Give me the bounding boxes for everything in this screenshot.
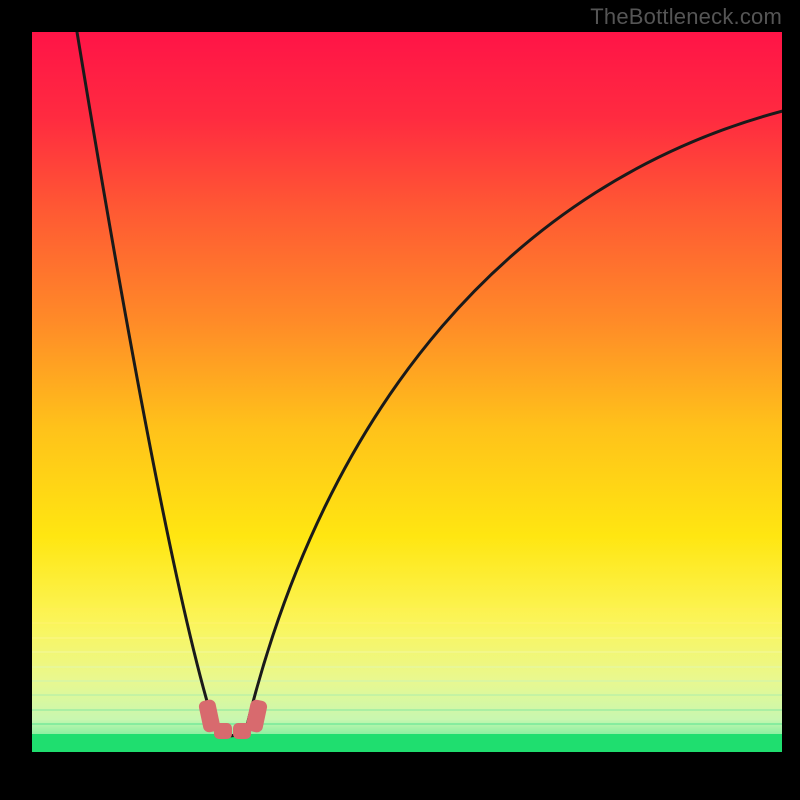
trough-marker [214, 723, 232, 739]
trough-marker [245, 699, 268, 734]
plot-area [32, 32, 782, 752]
watermark-text: TheBottleneck.com [590, 4, 782, 30]
canvas: TheBottleneck.com [0, 0, 800, 800]
markers-layer [32, 32, 782, 752]
